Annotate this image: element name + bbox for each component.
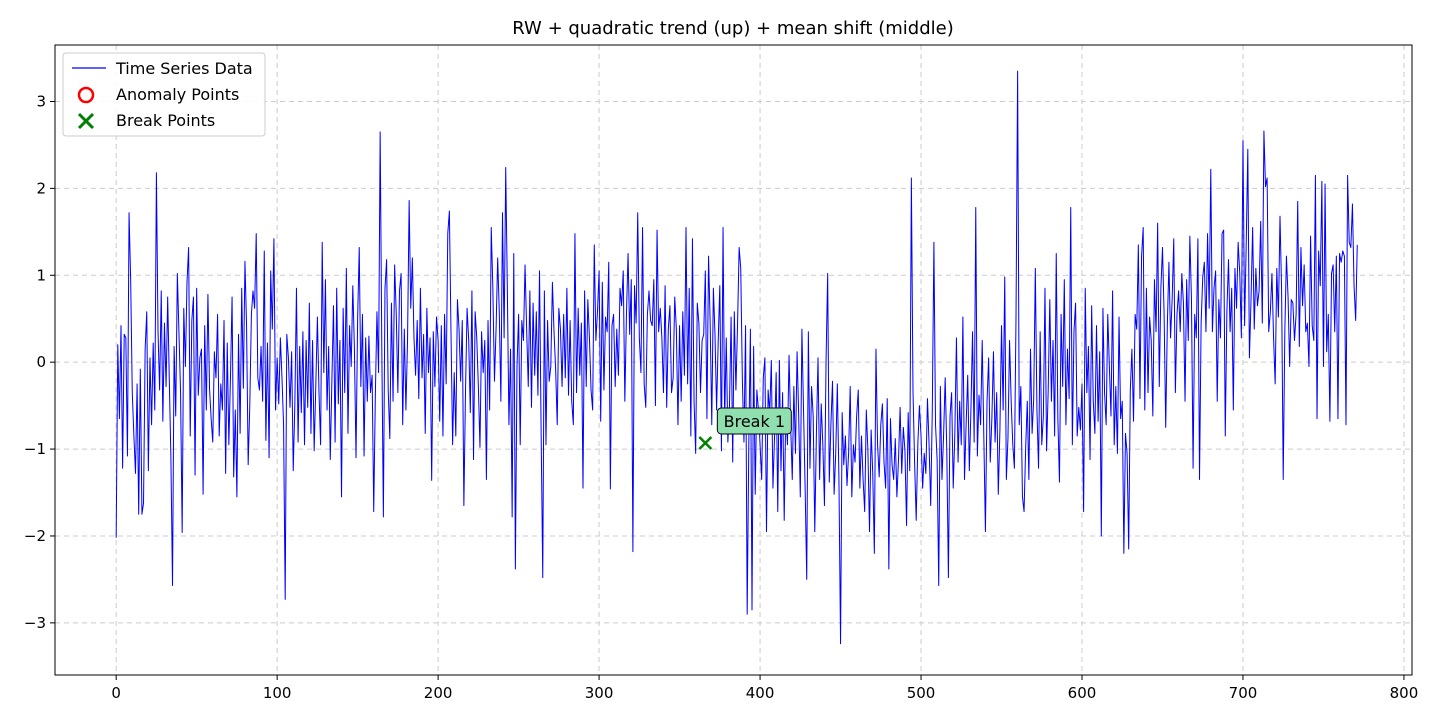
x-tick-label: 100 bbox=[263, 684, 292, 702]
chart-title: RW + quadratic trend (up) + mean shift (… bbox=[512, 18, 953, 39]
series-line-time-series bbox=[115, 70, 1358, 645]
x-tick-label: 300 bbox=[585, 684, 614, 702]
legend-label-time-series: Time Series Data bbox=[115, 59, 253, 78]
legend: Time Series Data Anomaly Points Break Po… bbox=[62, 52, 266, 137]
break-label-text: Break 1 bbox=[724, 412, 785, 431]
x-tick-label: 800 bbox=[1390, 684, 1419, 702]
x-tick-label: 700 bbox=[1229, 684, 1258, 702]
break-point-marker bbox=[698, 436, 713, 450]
y-tick-label: 2 bbox=[36, 179, 46, 197]
y-tick-label: −1 bbox=[24, 440, 46, 458]
y-tick-label: −2 bbox=[24, 527, 46, 545]
x-tick-label: 600 bbox=[1068, 684, 1097, 702]
legend-box bbox=[62, 52, 266, 137]
x-tick-label: 400 bbox=[746, 684, 775, 702]
legend-label-break: Break Points bbox=[116, 111, 215, 130]
legend-label-anomaly: Anomaly Points bbox=[116, 85, 239, 104]
break-label-box bbox=[716, 407, 792, 435]
x-tick-label: 200 bbox=[424, 684, 453, 702]
legend-break-marker bbox=[77, 112, 95, 130]
x-axis: 0 100 200 300 400 500 600 700 800 bbox=[111, 675, 1418, 702]
legend-anomaly-marker bbox=[77, 86, 95, 104]
break-label: Break 1 bbox=[716, 407, 792, 435]
plot-area: Break 1 bbox=[115, 70, 1358, 645]
x-tick-label: 500 bbox=[907, 684, 936, 702]
y-tick-label: 3 bbox=[36, 92, 46, 110]
y-axis: −3 −2 −1 0 1 2 3 bbox=[24, 92, 55, 632]
axes-frame bbox=[54, 44, 1413, 676]
y-tick-label: 0 bbox=[36, 353, 46, 371]
y-tick-label: −3 bbox=[24, 614, 46, 632]
y-tick-label: 1 bbox=[36, 266, 46, 284]
x-tick-label: 0 bbox=[111, 684, 121, 702]
